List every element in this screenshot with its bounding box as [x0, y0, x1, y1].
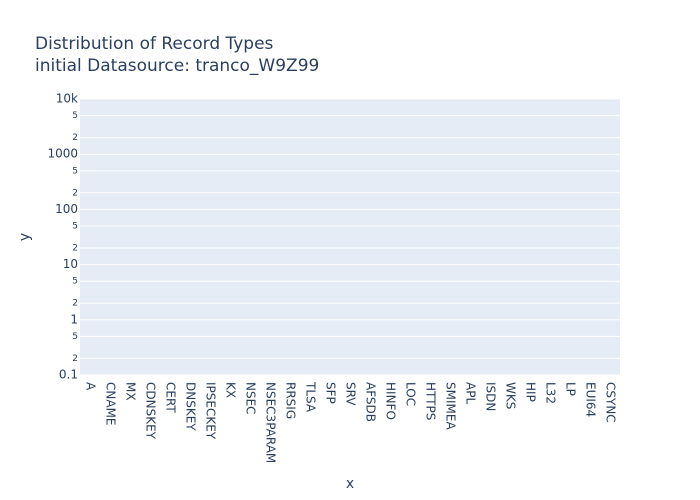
- y-tick-label: 10k: [56, 92, 78, 106]
- y-tick-label: 5: [72, 332, 78, 342]
- x-tick-label: HIP: [524, 382, 538, 402]
- x-tick-label: L32: [544, 382, 558, 404]
- y-tick-label: 5: [72, 222, 78, 232]
- x-tick-label: A: [84, 382, 98, 391]
- y-tick-label: 2: [72, 188, 78, 198]
- x-axis-title: x: [346, 476, 354, 492]
- x-tick-label: EUI64: [584, 382, 598, 417]
- x-tick-label: NSEC: [244, 382, 258, 415]
- x-tick-label: LOC: [404, 382, 418, 406]
- y-tick-label: 2: [72, 299, 78, 309]
- x-tick-label: HTTPS: [424, 382, 438, 420]
- x-tick-label: CERT: [164, 382, 178, 413]
- y-tick-label: 5: [72, 277, 78, 287]
- x-tick-label: SFP: [324, 382, 338, 404]
- y-tick-label: 10: [63, 257, 78, 271]
- plot-background: [80, 99, 620, 375]
- x-tick-label: APL: [464, 382, 478, 404]
- chart-subtitle: initial Datasource: tranco_W9Z99: [35, 56, 319, 76]
- x-tick-label: ISDN: [484, 382, 498, 411]
- y-tick-label: 1: [70, 312, 78, 326]
- x-tick-label: WKS: [504, 382, 518, 409]
- x-tick-label: AFSDB: [364, 382, 378, 422]
- x-tick-label: CDNSKEY: [144, 382, 158, 440]
- x-tick-label: DNSKEY: [184, 382, 198, 431]
- x-tick-label: SMIMEA: [444, 382, 458, 430]
- x-tick-label: CNAME: [104, 382, 118, 426]
- y-tick-label: 5: [72, 166, 78, 176]
- x-tick-label: SRV: [344, 382, 358, 406]
- x-tick-label: LP: [564, 382, 578, 396]
- y-tick-label: 100: [55, 202, 78, 216]
- y-tick-label: 0.1: [59, 368, 78, 382]
- y-tick-label: 2: [72, 133, 78, 143]
- x-tick-label: KX: [224, 382, 238, 398]
- x-tick-label: TLSA: [304, 381, 318, 413]
- y-tick-label: 2: [72, 354, 78, 364]
- chart-title: Distribution of Record Types: [35, 34, 274, 54]
- y-tick-label: 2: [72, 243, 78, 253]
- y-tick-label: 5: [72, 111, 78, 121]
- x-tick-label: IPSECKEY: [204, 382, 218, 440]
- x-tick-label: NSEC3PARAM: [264, 382, 278, 463]
- x-tick-label: HINFO: [384, 382, 398, 420]
- x-tick-label: RRSIG: [284, 382, 298, 419]
- x-tick-label: MX: [124, 382, 138, 401]
- y-axis-title: y: [17, 233, 33, 241]
- y-tick-label: 1000: [47, 147, 78, 161]
- x-tick-label: CSYNC: [604, 382, 618, 423]
